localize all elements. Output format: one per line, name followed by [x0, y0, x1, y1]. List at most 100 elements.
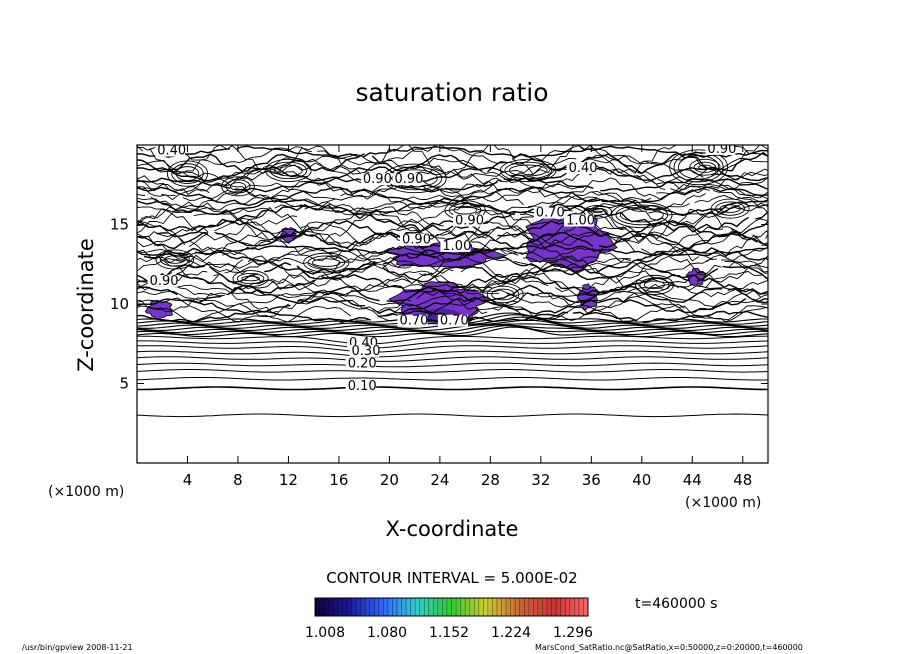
contour-line — [137, 345, 768, 353]
contour-label-bg — [349, 344, 380, 357]
turbulent-contour-line — [137, 186, 768, 207]
contour-label-layer: 0.400.400.900.90 0.900.900.90 1.000.701.00… — [147, 144, 736, 394]
contour-line — [137, 377, 768, 381]
contour-lobe — [307, 255, 346, 270]
contour-label: 0.30 — [352, 344, 381, 359]
x-axis-ticks: 4 8 12 16 20 24 28 32 36 40 44 48 — [183, 145, 752, 489]
colorbar-tick-label: 1.008 — [305, 625, 345, 641]
y-tick-label: 10 — [110, 295, 129, 313]
contour-lobe — [592, 210, 604, 213]
contour-label: 1.00 — [566, 214, 595, 229]
colorbar-tick-label: 1.296 — [553, 625, 593, 641]
lower-contour-layer — [137, 312, 768, 418]
contour-line — [137, 350, 768, 358]
contour-lobe — [710, 198, 750, 219]
upper-contour-layer — [137, 145, 768, 324]
contour-lobe — [491, 288, 515, 301]
x-tick-label: 12 — [279, 471, 298, 489]
contour-lobe — [155, 249, 195, 270]
contour-lobe — [241, 275, 260, 282]
x-axis-label: X-coordinate — [386, 517, 519, 541]
footer-left: /usr/bin/gpview 2008-11-21 — [22, 643, 133, 652]
y-tick-label: 15 — [110, 216, 129, 234]
turbulent-contour-line — [143, 247, 768, 276]
contour-lobe — [500, 158, 557, 183]
contour-label-bg — [705, 145, 736, 155]
contour-lobe — [669, 149, 729, 186]
turbulent-contour-line — [137, 289, 768, 308]
contour-line — [137, 413, 768, 418]
contour-lobe — [693, 161, 717, 173]
contour-label-bg — [397, 314, 428, 327]
x-tick-label: 8 — [233, 471, 243, 489]
x-unit-left: (×1000 m) — [48, 484, 124, 500]
contour-lobe — [615, 204, 669, 226]
colorbar-ticks: 1.008 1.080 1.152 1.224 1.296 — [305, 625, 593, 641]
contour-line — [137, 335, 768, 345]
contour-line — [137, 340, 768, 349]
dense-contour-line — [137, 326, 768, 338]
contour-lobe — [482, 282, 524, 307]
contour-label: 0.40 — [157, 144, 186, 159]
contour-lobe — [508, 164, 548, 177]
contour-line — [137, 369, 768, 374]
contour-lobe — [225, 179, 251, 194]
turbulent-contour-line — [137, 194, 768, 212]
contour-label: 0.40 — [569, 161, 598, 176]
turbulent-contour-line — [137, 257, 768, 274]
contour-line — [137, 356, 768, 362]
contour-label: 0.90 — [394, 172, 423, 187]
contour-line — [137, 386, 768, 391]
contour-lobe — [689, 158, 721, 176]
contour-label-bg — [437, 314, 468, 327]
contour-label-bg — [155, 145, 186, 157]
contour-lobe — [635, 274, 674, 295]
x-tick-label: 48 — [733, 471, 752, 489]
contour-lobe — [265, 158, 312, 183]
chart-title: saturation ratio — [355, 78, 548, 107]
contour-label-bg — [360, 173, 391, 186]
contour-lobe — [719, 204, 741, 213]
contour-lobe — [236, 273, 265, 285]
turbulent-contour-line — [137, 224, 768, 248]
contour-lobe — [673, 152, 724, 183]
contour-label: 0.70 — [440, 314, 469, 329]
contour-label: 0.90 — [363, 172, 392, 187]
contour-label: 1.00 — [442, 239, 471, 254]
turbulent-contour-line — [137, 284, 768, 305]
contour-lobe — [486, 285, 520, 304]
contour-lobe — [221, 176, 255, 197]
contour-label: 0.90 — [150, 274, 179, 289]
turbulent-contour-line — [137, 197, 768, 216]
contour-lobe — [164, 255, 186, 264]
x-tick-label: 28 — [481, 471, 500, 489]
contour-label: 0.20 — [348, 357, 377, 372]
contour-label-bg — [400, 233, 431, 246]
contour-lobe — [166, 160, 209, 187]
contour-lobe — [269, 161, 308, 180]
turbulent-contour-line — [137, 245, 768, 264]
contour-label-bg — [392, 173, 423, 186]
contour-label-bg — [440, 239, 471, 252]
contour-lobe — [715, 201, 746, 216]
contour-lobe — [391, 169, 438, 188]
contour-label-bg — [566, 162, 597, 175]
contour-label-bg — [564, 214, 595, 227]
turbulent-contour-line — [137, 201, 768, 227]
x-tick-label: 16 — [329, 471, 348, 489]
colorbar: 1.008 1.080 1.152 1.224 1.296 — [305, 597, 593, 641]
contour-lobe — [453, 205, 477, 215]
colorbar-tick-label: 1.152 — [429, 625, 469, 641]
y-tick-label: 5 — [119, 375, 129, 393]
dense-contour-line — [137, 325, 768, 336]
turbulent-contour-line — [137, 296, 768, 315]
turbulent-contour-line — [137, 203, 768, 233]
contour-label: 0.70 — [536, 206, 565, 221]
contour-lobe — [274, 164, 303, 177]
contour-lobe — [232, 270, 269, 287]
contour-label: 0.90 — [402, 233, 431, 248]
footer-right: MarsCond_SatRatio.nc@SatRatio,x=0:50000,… — [535, 643, 803, 652]
turbulent-contour-line — [137, 182, 768, 203]
turbulent-contour-line — [137, 310, 768, 324]
